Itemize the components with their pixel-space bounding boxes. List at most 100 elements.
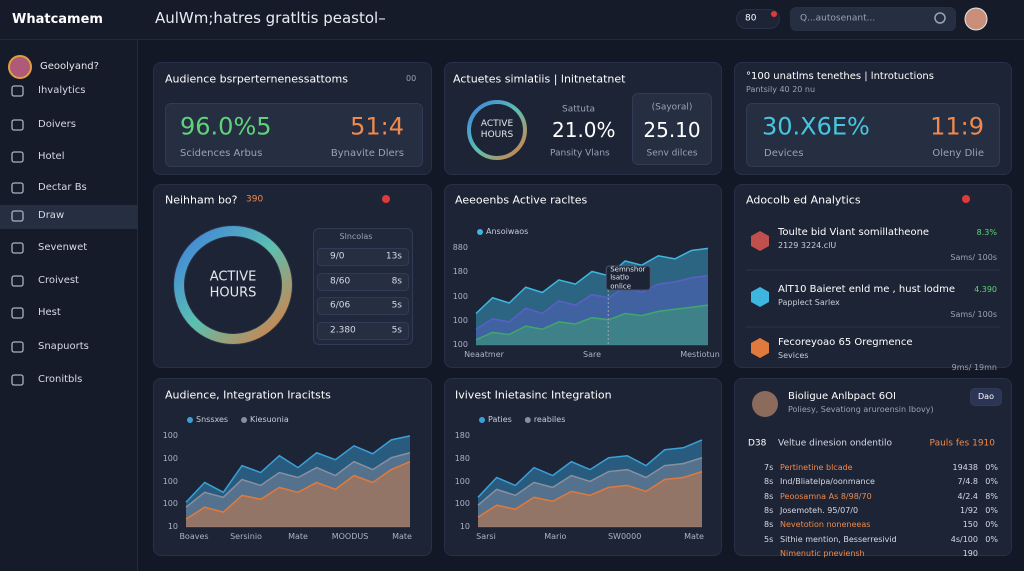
page-title: AulWm;hatres gratltis peastol– xyxy=(155,9,386,27)
x-tick-label: Mate xyxy=(288,532,308,542)
table-cell: 0% xyxy=(985,506,998,516)
stat-caption: (Sayoral) xyxy=(651,102,693,113)
tooltip-text: Semnshor lsatlo onlice xyxy=(610,265,646,291)
notification-badge[interactable] xyxy=(736,9,780,29)
x-tick-label: Mario xyxy=(544,532,567,542)
table-cell: Josemoteh. 95/07/0 xyxy=(780,506,859,516)
card xyxy=(444,184,722,368)
legend-label: Kiesuonia xyxy=(250,415,289,425)
nav-icon xyxy=(11,182,24,194)
table-cell: 8s xyxy=(764,520,774,530)
stat-label: Bynavite Dlers xyxy=(330,148,404,159)
area-line xyxy=(477,456,703,506)
item-name: AlT10 Baieret enld me , hust lodme xyxy=(778,284,956,295)
nav-icon xyxy=(11,275,24,287)
area xyxy=(478,471,702,527)
table-cell: 0% xyxy=(985,463,998,473)
nav-item: Dectar Bs xyxy=(38,182,87,193)
table-cell: 4s/100 xyxy=(950,534,978,544)
y-tick-label: 100 xyxy=(162,476,178,486)
area-line xyxy=(185,452,411,508)
nav-icon xyxy=(11,210,24,222)
row-value: 5s xyxy=(391,325,402,336)
y-tick-label: 100 xyxy=(452,291,468,301)
stat-caption: Sattuta xyxy=(562,104,596,115)
table-cell: Peoosamna As 8/98/70 xyxy=(780,491,872,501)
nav-item: Ihvalytics xyxy=(38,85,86,96)
search-placeholder: Q...autosenant... xyxy=(800,13,876,24)
item-icon xyxy=(751,231,769,251)
avatar xyxy=(752,391,778,417)
stat-label: Pansity Vlans xyxy=(550,148,610,159)
table-cell: Nimenutic pneviensh xyxy=(780,549,865,558)
card-title: Adocolb ed Analytics xyxy=(746,193,861,207)
profile-name: Geoolyand? xyxy=(40,61,99,72)
table-cell: 8s xyxy=(764,491,774,501)
x-tick-label: Sersinio xyxy=(230,532,262,542)
nav-item: Cronitbls xyxy=(38,374,83,385)
card-subtitle: Pantsily 40 20 nu xyxy=(746,85,816,95)
card xyxy=(444,378,722,556)
legend-label: reabiles xyxy=(533,415,566,425)
stat-label: Scidences Arbus xyxy=(180,148,263,159)
row-label: 6/06 xyxy=(330,300,351,311)
y-tick-label: 180 xyxy=(452,267,468,277)
button-label: Dao xyxy=(978,392,994,402)
stat-label: Senv dilces xyxy=(646,148,698,159)
table-cell: 8s xyxy=(764,506,774,516)
table-cell: 4/2.4 xyxy=(957,491,978,501)
card-badge: 390 xyxy=(246,194,264,205)
area xyxy=(186,435,410,527)
avatar[interactable] xyxy=(8,55,32,79)
card-title: Neihham bo? xyxy=(165,193,238,207)
legend-swatch xyxy=(524,417,531,423)
ring xyxy=(467,100,527,160)
card xyxy=(153,378,432,556)
row-label: 2.380 xyxy=(330,325,356,336)
y-tick-label: 100 xyxy=(452,340,468,350)
stat-panel xyxy=(165,103,423,167)
x-tick-label: Sare xyxy=(582,350,602,360)
legend-swatch xyxy=(477,229,483,235)
area xyxy=(478,439,702,527)
nav-item: Hest xyxy=(38,307,61,318)
ring xyxy=(174,226,292,344)
row-label: 8/60 xyxy=(330,276,351,287)
stat-panel xyxy=(746,103,1000,167)
x-tick-label: Sarsi xyxy=(476,532,496,542)
list-title: Slncolas xyxy=(339,232,373,242)
table-cell: 190 xyxy=(962,549,978,558)
table-cell: 0% xyxy=(985,477,998,487)
nav-item: Draw xyxy=(38,210,65,221)
area-line xyxy=(185,460,411,520)
x-tick-label: MOODUS xyxy=(331,532,369,542)
stat-label: Devices xyxy=(764,148,804,159)
table-cell: 0% xyxy=(985,520,998,530)
item-icon xyxy=(751,287,769,307)
tooltip xyxy=(605,265,651,291)
table-cell: Ind/Bliatelpa/oonmance xyxy=(780,477,875,487)
table-cell: 19438 xyxy=(952,463,978,473)
table-cell: 1/92 xyxy=(960,506,978,516)
table-cell: 8% xyxy=(985,491,998,501)
search-icon[interactable] xyxy=(934,12,946,24)
table-cell: 150 xyxy=(962,520,978,530)
profile-button[interactable] xyxy=(970,388,1002,406)
area-line xyxy=(477,439,703,498)
avatar[interactable] xyxy=(964,7,988,31)
nav-icon xyxy=(11,374,24,386)
nav-item: Croivest xyxy=(38,275,79,286)
row-value: 13s xyxy=(385,251,402,262)
search-box[interactable] xyxy=(790,7,956,31)
x-tick-label: Mate xyxy=(392,532,412,542)
legend-swatch xyxy=(187,417,193,423)
table-header: Veltue dinesion ondentilo xyxy=(778,438,893,449)
legend-label: Ansoiwaos xyxy=(486,227,529,237)
row-value: 5s xyxy=(391,300,402,311)
legend-swatch xyxy=(241,417,248,423)
nav-item: Hotel xyxy=(38,151,65,162)
card xyxy=(734,184,1012,368)
y-tick-label: 10 xyxy=(167,522,178,532)
